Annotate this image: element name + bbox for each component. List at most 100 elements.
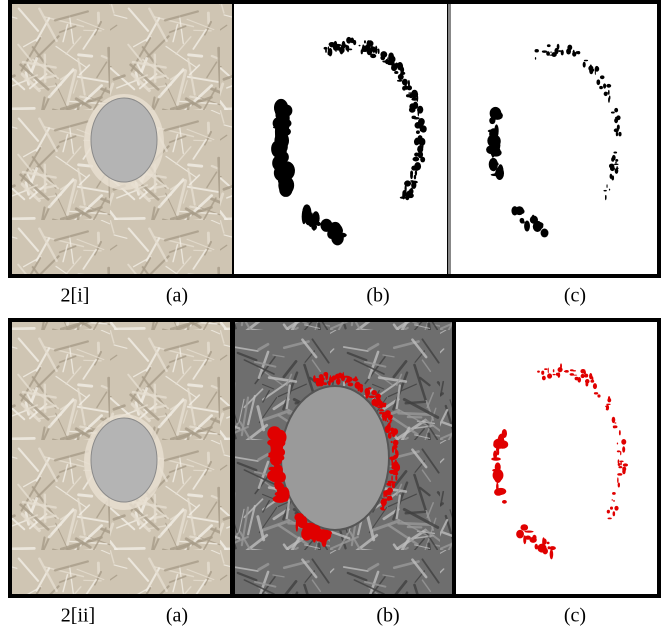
texture bbox=[617, 450, 621, 452]
texture bbox=[613, 500, 615, 502]
texture bbox=[606, 405, 609, 411]
texture bbox=[402, 192, 405, 200]
texture bbox=[402, 86, 406, 91]
texture bbox=[313, 375, 316, 382]
texture bbox=[594, 392, 598, 394]
texture bbox=[500, 434, 503, 438]
texture bbox=[410, 172, 413, 179]
texture bbox=[620, 451, 621, 455]
texture bbox=[391, 463, 396, 466]
texture bbox=[267, 470, 279, 481]
texture bbox=[595, 69, 596, 75]
texture bbox=[392, 446, 394, 453]
texture bbox=[325, 372, 328, 380]
caption: (c) bbox=[564, 285, 586, 307]
texture bbox=[394, 71, 398, 74]
texture bbox=[619, 430, 621, 435]
texture bbox=[542, 376, 546, 381]
caption: (a) bbox=[166, 605, 188, 627]
texture bbox=[593, 383, 597, 389]
texture bbox=[595, 66, 598, 68]
texture bbox=[614, 164, 619, 165]
texture bbox=[620, 462, 622, 466]
texture bbox=[416, 130, 420, 134]
texture bbox=[530, 216, 538, 224]
texture bbox=[391, 441, 393, 443]
texture bbox=[550, 52, 552, 53]
texture bbox=[604, 92, 608, 96]
texture bbox=[607, 510, 610, 514]
texture bbox=[612, 499, 613, 501]
texture bbox=[387, 57, 391, 59]
row-label: 2[ii] bbox=[61, 605, 95, 627]
texture bbox=[618, 463, 621, 466]
caption: (a) bbox=[166, 285, 188, 307]
texture bbox=[535, 57, 536, 60]
texture bbox=[613, 152, 617, 154]
texture bbox=[565, 370, 569, 373]
texture bbox=[575, 377, 579, 381]
texture bbox=[390, 432, 395, 434]
texture bbox=[342, 376, 343, 379]
texture bbox=[535, 223, 544, 230]
separator bbox=[448, 4, 451, 274]
texture bbox=[596, 79, 600, 85]
texture bbox=[348, 383, 354, 387]
texture bbox=[319, 377, 324, 381]
texture bbox=[617, 124, 620, 129]
texture bbox=[381, 415, 386, 418]
texture bbox=[496, 447, 499, 452]
texture bbox=[393, 445, 396, 447]
texture bbox=[337, 376, 342, 378]
texture bbox=[411, 166, 417, 171]
texture bbox=[548, 368, 549, 374]
texture bbox=[388, 414, 393, 419]
texture bbox=[385, 59, 391, 64]
texture bbox=[295, 516, 304, 519]
caption: (b) bbox=[376, 605, 399, 627]
texture bbox=[342, 44, 348, 47]
texture bbox=[281, 487, 290, 502]
texture bbox=[603, 83, 606, 88]
texture bbox=[414, 153, 419, 157]
texture bbox=[380, 55, 385, 60]
texture bbox=[500, 489, 502, 495]
texture bbox=[296, 520, 299, 532]
texture bbox=[610, 174, 613, 179]
texture bbox=[413, 96, 415, 98]
texture bbox=[271, 454, 284, 461]
texture bbox=[597, 394, 600, 397]
texture bbox=[549, 55, 554, 56]
texture bbox=[406, 94, 411, 97]
texture bbox=[560, 363, 562, 369]
texture bbox=[572, 51, 576, 56]
texture bbox=[493, 111, 503, 120]
texture bbox=[605, 195, 607, 200]
texture bbox=[405, 185, 407, 193]
texture bbox=[599, 86, 603, 89]
texture bbox=[387, 420, 388, 422]
texture bbox=[418, 166, 420, 168]
texture bbox=[537, 371, 540, 373]
texture bbox=[395, 475, 397, 481]
texture bbox=[613, 511, 616, 516]
texture bbox=[408, 92, 413, 93]
texture bbox=[615, 168, 619, 174]
texture bbox=[383, 493, 385, 498]
texture bbox=[495, 439, 501, 445]
texture bbox=[358, 386, 362, 388]
texture bbox=[413, 157, 420, 162]
texture bbox=[367, 389, 370, 396]
texture bbox=[615, 162, 616, 164]
texture bbox=[405, 193, 409, 196]
texture bbox=[521, 221, 525, 224]
texture bbox=[377, 398, 382, 406]
texture bbox=[276, 141, 283, 160]
texture bbox=[524, 220, 530, 231]
texture bbox=[608, 517, 612, 519]
texture bbox=[606, 84, 611, 88]
texture bbox=[493, 451, 497, 459]
texture bbox=[548, 546, 551, 549]
texture bbox=[572, 375, 577, 376]
texture bbox=[274, 436, 277, 439]
